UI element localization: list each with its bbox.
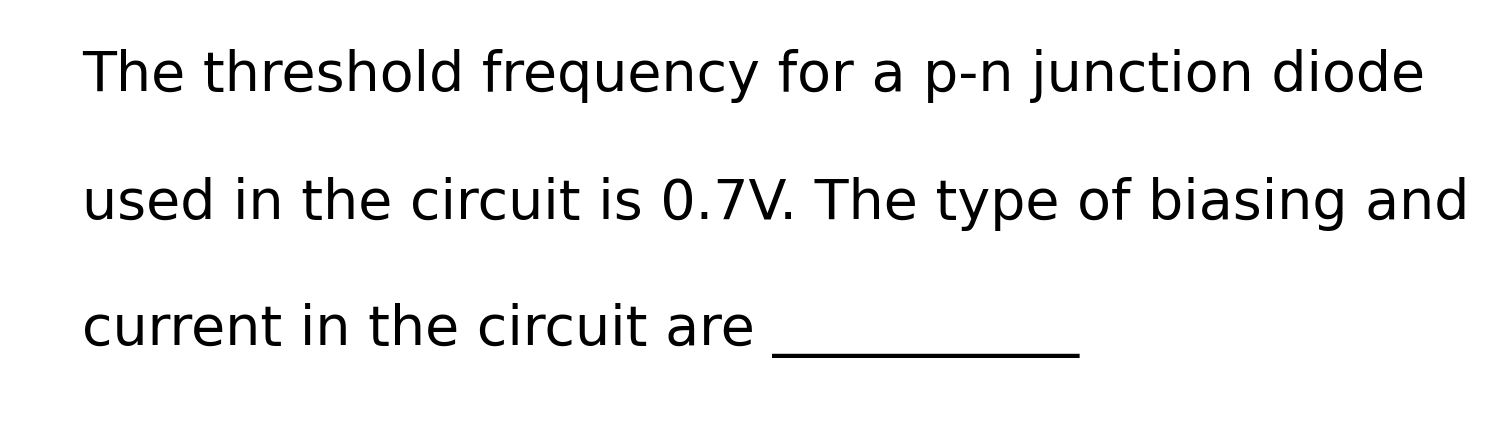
Text: The threshold frequency for a p-n junction diode: The threshold frequency for a p-n juncti… xyxy=(82,49,1425,103)
Text: used in the circuit is 0.7V. The type of biasing and: used in the circuit is 0.7V. The type of… xyxy=(82,176,1470,231)
Text: current in the circuit are ___________: current in the circuit are ___________ xyxy=(82,303,1080,358)
